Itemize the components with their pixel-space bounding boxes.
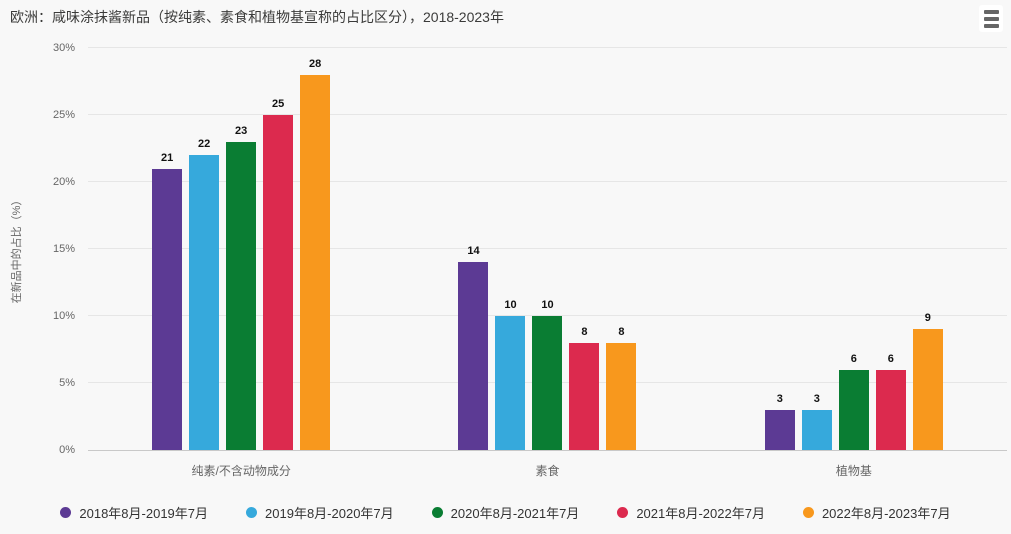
- bar: [458, 262, 489, 450]
- legend: 2018年8月-2019年7月 2019年8月-2020年7月 2020年8月-20…: [0, 503, 1011, 522]
- y-axis-tick-label: 15%: [52, 243, 75, 255]
- bar-value-label: 6: [850, 352, 857, 365]
- bar-value-label: 8: [581, 325, 588, 338]
- y-axis-tick-label: 20%: [52, 176, 75, 189]
- bar-with-label: 22: [189, 138, 220, 450]
- bar-with-label: 28: [300, 57, 331, 450]
- bar: [532, 316, 563, 450]
- legend-marker-icon: [246, 507, 258, 518]
- bar-with-label: 23: [226, 124, 257, 450]
- bar-value-label: 9: [924, 312, 931, 325]
- legend-item[interactable]: 2020年8月-2021年7月: [431, 503, 580, 522]
- bar-with-label: 21: [152, 151, 183, 450]
- bar: [801, 409, 832, 450]
- bar: [606, 342, 637, 450]
- bar-value-label: 28: [309, 57, 322, 70]
- legend-label: 2022年8月-2023年7月: [821, 506, 951, 521]
- y-axis-tick-label: 0%: [59, 444, 75, 456]
- gridline: [88, 315, 1007, 317]
- bar-with-label: 25: [263, 98, 294, 450]
- bar-value-label: 14: [467, 245, 480, 258]
- legend-label: 2021年8月-2022年7月: [636, 506, 765, 521]
- y-axis-tick-label: 10%: [52, 310, 75, 323]
- bar-group: 3 3 6 6 9 植物基: [701, 48, 1007, 478]
- bar-with-label: 6: [875, 352, 906, 450]
- legend-label: 2020年8月-2021年7月: [450, 506, 580, 521]
- bar: [875, 369, 906, 450]
- y-axis-tick-label: 30%: [52, 42, 75, 54]
- bar-value-label: 6: [887, 352, 894, 365]
- bar-with-label: 6: [838, 352, 869, 450]
- legend-marker-icon: [431, 507, 443, 518]
- export-menu-button[interactable]: [979, 5, 1003, 32]
- y-axis-tick-label: 5%: [59, 377, 75, 390]
- bar: [912, 329, 943, 450]
- legend-item[interactable]: 2022年8月-2023年7月: [802, 503, 951, 522]
- bar: [764, 409, 795, 450]
- x-axis-category-label: 纯素/不含动物成分: [191, 464, 291, 478]
- bar-group: 21 22 23 25 28 纯素/不含动物成分: [88, 48, 394, 478]
- bar-with-label: 3: [801, 392, 832, 450]
- x-axis-category-label: 素食: [535, 464, 560, 478]
- bar: [226, 141, 257, 450]
- bar: [300, 74, 331, 450]
- bar-value-label: 22: [198, 138, 211, 151]
- gridline: [88, 47, 1007, 48]
- gridline: [88, 248, 1007, 249]
- bar-group: 14 10 10 8 8 素食: [394, 48, 700, 478]
- gridline: [88, 181, 1007, 183]
- bar-with-label: 3: [764, 392, 795, 450]
- bar-value-label: 21: [161, 151, 174, 164]
- legend-marker-icon: [802, 507, 814, 518]
- bar-value-label: 3: [776, 392, 783, 405]
- bar-with-label: 14: [458, 245, 489, 450]
- bar-value-label: 3: [813, 392, 820, 405]
- legend-item[interactable]: 2021年8月-2022年7月: [617, 503, 765, 522]
- gridline: [88, 114, 1007, 115]
- x-axis-category-label: 植物基: [835, 464, 872, 478]
- bar-value-label: 10: [541, 299, 554, 311]
- legend-marker-icon: [60, 507, 72, 518]
- y-axis-tick-label: 25%: [52, 109, 75, 121]
- bar-with-label: 10: [495, 299, 526, 450]
- chart-title: 欧洲：咸味涂抹酱新品（按纯素、素食和植物基宣称的占比区分），2018-2023年: [10, 9, 504, 25]
- legend-marker-icon: [617, 507, 629, 518]
- bar-with-label: 8: [569, 325, 600, 450]
- legend-item[interactable]: 2019年8月-2020年7月: [246, 503, 394, 522]
- bar-with-label: 9: [912, 312, 943, 450]
- y-axis-title: 在新品中的占比（%）: [11, 194, 23, 304]
- bar-with-label: 10: [532, 299, 563, 450]
- plot-area: 0% 5% 10% 15% 20% 25% 30% 21 22 23 25 28 纯素/不含动物成分 14…: [53, 42, 1007, 478]
- bar: [189, 155, 220, 450]
- bar: [495, 316, 526, 450]
- legend-label: 2018年8月-2019年7月: [79, 506, 209, 521]
- bar: [263, 115, 294, 450]
- bar-value-label: 23: [235, 124, 248, 137]
- bar-value-label: 8: [618, 325, 625, 338]
- bar: [569, 342, 600, 450]
- bar-with-label: 8: [606, 325, 637, 450]
- bar-value-label: 25: [272, 98, 285, 110]
- legend-item[interactable]: 2018年8月-2019年7月: [60, 503, 208, 522]
- legend-label: 2019年8月-2020年7月: [265, 506, 394, 521]
- bar: [152, 168, 183, 450]
- bar-value-label: 10: [504, 299, 517, 311]
- bar: [838, 369, 869, 450]
